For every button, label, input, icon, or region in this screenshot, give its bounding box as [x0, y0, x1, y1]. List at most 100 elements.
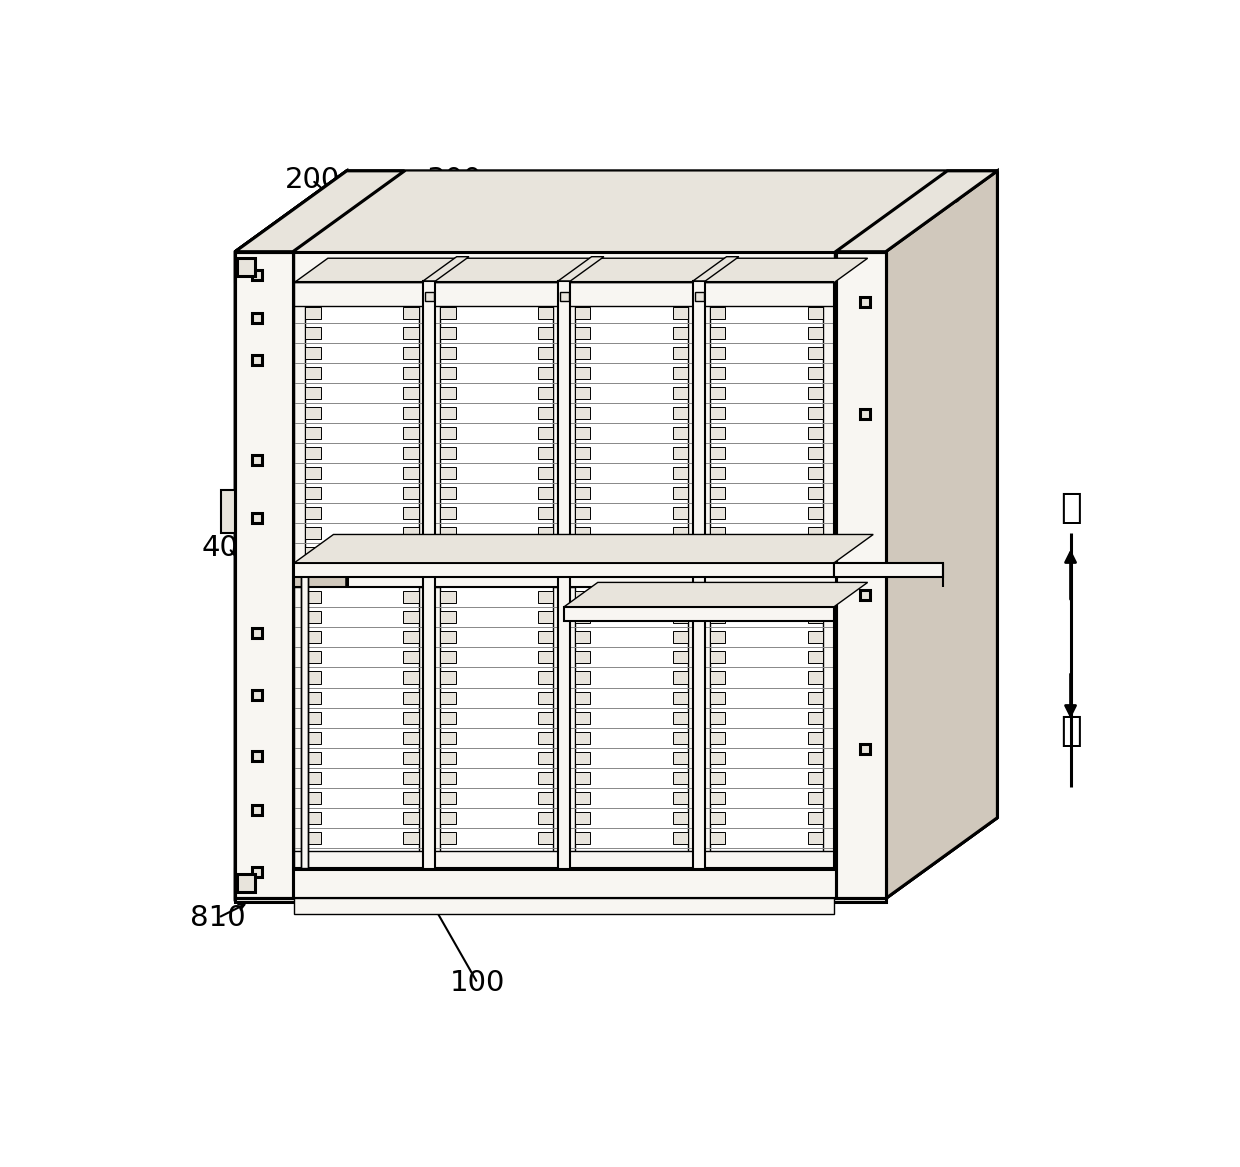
Polygon shape	[673, 651, 688, 664]
Polygon shape	[305, 791, 321, 804]
Polygon shape	[305, 732, 321, 743]
Polygon shape	[711, 852, 725, 864]
Text: 600: 600	[627, 796, 682, 824]
Polygon shape	[538, 612, 553, 623]
Polygon shape	[575, 771, 590, 783]
Polygon shape	[673, 526, 688, 539]
Polygon shape	[673, 447, 688, 459]
Polygon shape	[575, 386, 590, 399]
Polygon shape	[673, 771, 688, 783]
Polygon shape	[440, 347, 455, 358]
Polygon shape	[423, 281, 435, 869]
Polygon shape	[305, 832, 321, 844]
Polygon shape	[808, 712, 823, 724]
Polygon shape	[423, 257, 469, 281]
Polygon shape	[694, 292, 704, 301]
Polygon shape	[699, 282, 711, 562]
Polygon shape	[305, 526, 321, 539]
Polygon shape	[711, 732, 725, 743]
Polygon shape	[419, 587, 429, 868]
Polygon shape	[236, 869, 885, 899]
Polygon shape	[835, 562, 944, 576]
Polygon shape	[236, 170, 997, 252]
Polygon shape	[575, 612, 590, 623]
Polygon shape	[808, 732, 823, 743]
Polygon shape	[305, 631, 321, 643]
Polygon shape	[575, 307, 590, 319]
Polygon shape	[711, 487, 725, 498]
Polygon shape	[403, 732, 419, 743]
Polygon shape	[305, 447, 321, 459]
Polygon shape	[425, 292, 434, 301]
Polygon shape	[808, 752, 823, 763]
Polygon shape	[538, 487, 553, 498]
Polygon shape	[808, 307, 823, 319]
Polygon shape	[693, 281, 706, 869]
Polygon shape	[305, 671, 321, 684]
Polygon shape	[429, 587, 564, 868]
Polygon shape	[673, 307, 688, 319]
Polygon shape	[836, 170, 997, 252]
Polygon shape	[440, 651, 455, 664]
Text: 100: 100	[450, 969, 506, 997]
Polygon shape	[294, 562, 835, 576]
Polygon shape	[403, 791, 419, 804]
Polygon shape	[538, 427, 553, 439]
Polygon shape	[673, 811, 688, 824]
Polygon shape	[711, 467, 725, 478]
Polygon shape	[711, 791, 725, 804]
Polygon shape	[305, 427, 321, 439]
Polygon shape	[440, 286, 455, 299]
Polygon shape	[859, 298, 869, 307]
Polygon shape	[538, 366, 553, 378]
Polygon shape	[305, 406, 321, 419]
Polygon shape	[673, 366, 688, 378]
Polygon shape	[305, 366, 321, 378]
Polygon shape	[305, 692, 321, 704]
Polygon shape	[575, 631, 590, 643]
Polygon shape	[538, 852, 553, 864]
Polygon shape	[575, 791, 590, 804]
Polygon shape	[673, 712, 688, 724]
Polygon shape	[440, 447, 455, 459]
Polygon shape	[553, 282, 564, 562]
Polygon shape	[221, 490, 236, 533]
Polygon shape	[673, 832, 688, 844]
Polygon shape	[440, 366, 455, 378]
Polygon shape	[575, 592, 590, 603]
Polygon shape	[711, 366, 725, 378]
Polygon shape	[236, 789, 997, 869]
Polygon shape	[403, 286, 419, 299]
Polygon shape	[673, 671, 688, 684]
Polygon shape	[294, 587, 429, 868]
Polygon shape	[808, 427, 823, 439]
Polygon shape	[236, 252, 885, 281]
Polygon shape	[305, 811, 321, 824]
Polygon shape	[575, 506, 590, 518]
Polygon shape	[305, 852, 321, 864]
Polygon shape	[440, 692, 455, 704]
Polygon shape	[440, 791, 455, 804]
Polygon shape	[538, 631, 553, 643]
Polygon shape	[403, 386, 419, 399]
Polygon shape	[859, 408, 869, 419]
Polygon shape	[673, 427, 688, 439]
Polygon shape	[808, 506, 823, 518]
Polygon shape	[305, 506, 321, 518]
Polygon shape	[711, 506, 725, 518]
Text: 200: 200	[284, 166, 340, 194]
Polygon shape	[403, 592, 419, 603]
Polygon shape	[808, 547, 823, 559]
Polygon shape	[305, 347, 321, 358]
Polygon shape	[558, 281, 570, 869]
Polygon shape	[808, 592, 823, 603]
Polygon shape	[440, 612, 455, 623]
Polygon shape	[305, 651, 321, 664]
Polygon shape	[294, 899, 835, 914]
Polygon shape	[403, 612, 419, 623]
Polygon shape	[699, 587, 835, 868]
Polygon shape	[673, 286, 688, 299]
Polygon shape	[538, 506, 553, 518]
Polygon shape	[559, 292, 569, 301]
Polygon shape	[252, 690, 262, 700]
